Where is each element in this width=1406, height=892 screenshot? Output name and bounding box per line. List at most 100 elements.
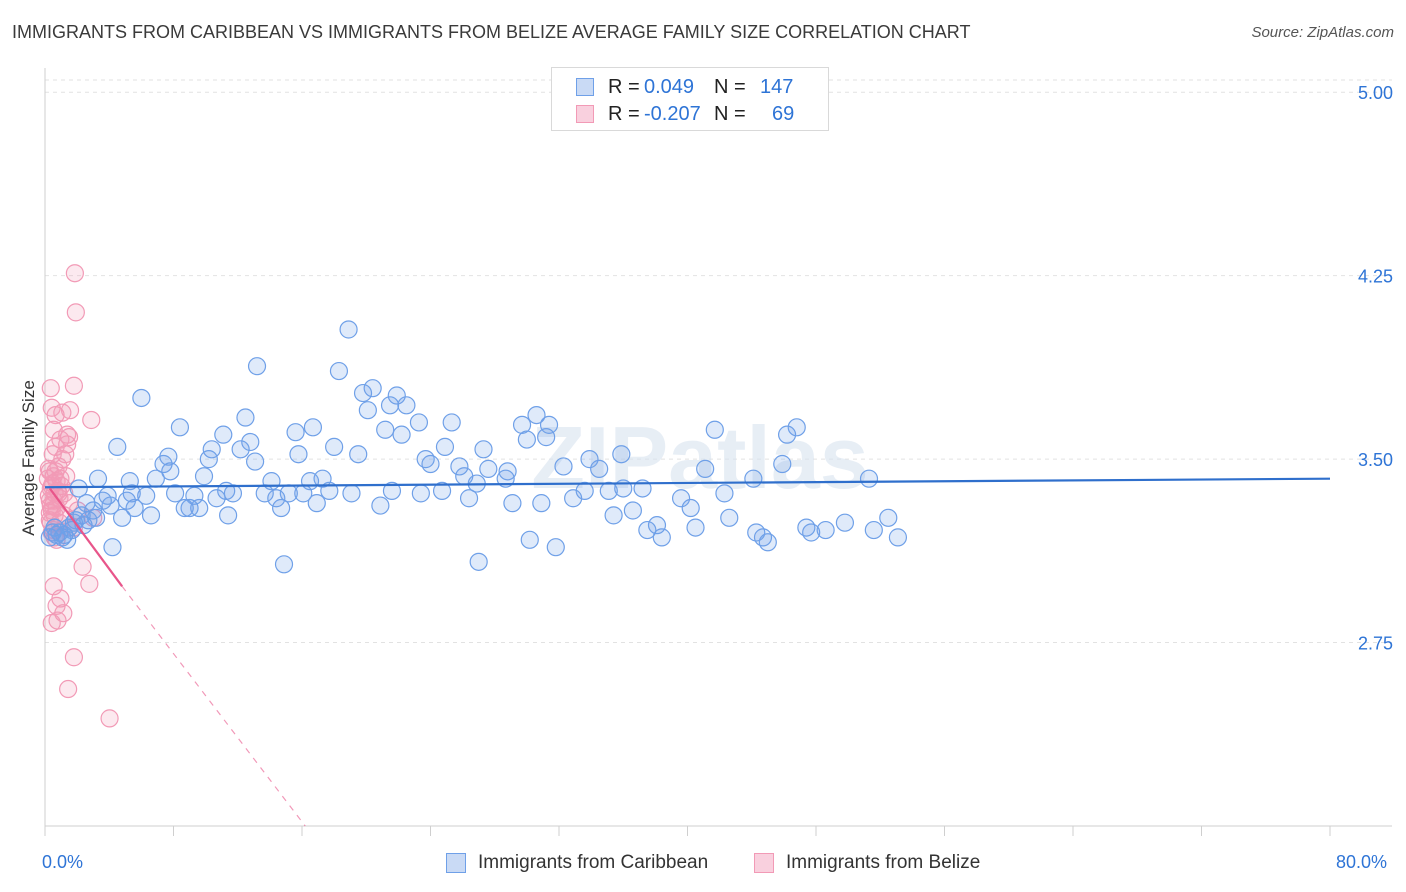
caribbean-point [84,501,103,520]
caribbean-point [859,469,879,488]
caribbean-point [387,386,406,405]
legend-swatch-belize [576,105,594,123]
chart-title: IMMIGRANTS FROM CARIBBEAN VS IMMIGRANTS … [12,22,971,42]
caribbean-point [320,481,339,501]
belize-point [44,420,63,439]
caribbean-point [382,481,402,501]
caribbean-point [397,396,416,415]
grid-lines [45,79,1392,644]
caribbean-point [141,506,161,525]
y-tick-label: 2.75 [1358,634,1393,654]
caribbean-trend-line [44,477,1331,489]
caribbean-point [380,396,400,415]
belize-point [80,574,99,593]
caribbean-point [681,498,700,518]
caribbean-point [103,538,122,557]
y-tick-label: 5.00 [1358,83,1393,103]
caribbean-point [223,484,243,503]
caribbean-point [758,533,777,552]
caribbean-point [231,440,250,459]
caribbean-point [503,494,522,513]
caribbean-point [219,506,238,525]
caribbean-point [329,361,349,381]
caribbean-point [580,450,599,469]
caribbean-point [671,489,691,508]
belize-point [100,709,119,728]
legend-row-caribbean: R = 0.049 N = 147 [576,74,793,100]
r-value: -0.207 [644,102,701,125]
bottom-legend-belize: Immigrants from Belize [754,852,980,874]
belize-point [66,303,85,322]
caribbean-point [392,425,411,444]
caribbean-point [590,459,609,478]
belize-point [58,425,77,444]
x-axis-max-label: 80.0% [1336,852,1388,872]
caribbean-point [652,528,671,547]
caribbean-point [720,508,739,527]
belize-point [59,428,79,447]
y-axis-label: Average Family Size [19,380,38,536]
caribbean-point [623,501,642,520]
caribbean-point [517,430,536,449]
n-value: 69 [772,102,795,125]
caribbean-point [245,452,265,471]
caribbean-point [864,520,883,540]
caribbean-point [532,494,551,513]
caribbean-point [459,489,479,508]
y-tick-label: 3.50 [1358,450,1393,470]
axes [44,68,1392,836]
bottom-legend-caribbean: Immigrants from Caribbean [446,852,708,874]
caribbean-point [604,506,623,525]
caribbean-point [190,498,209,518]
caribbean-point [816,520,835,540]
caribbean-point [236,408,255,427]
series-caribbean-points [40,320,908,574]
caribbean-point [202,440,221,459]
belize-trend-line [48,487,123,587]
caribbean-point [409,413,429,432]
caribbean-point [787,418,806,437]
caribbean-point [286,423,305,442]
legend-label-belize: Immigrants from Belize [786,852,981,873]
belize-point [56,445,75,464]
caribbean-point [112,508,132,527]
caribbean-point [879,508,898,527]
caribbean-point [435,437,455,456]
caribbean-point [802,523,821,542]
caribbean-point [696,459,715,478]
caribbean-point [496,469,515,488]
belize-point [39,459,58,478]
caribbean-point [161,462,180,481]
n-value: 147 [760,75,794,98]
r-value: 0.049 [644,75,695,98]
caribbean-point [349,445,368,464]
n-label: N = [714,75,746,98]
caribbean-point [744,469,763,488]
belize-point [48,611,67,630]
caribbean-point [612,445,631,464]
caribbean-point [274,555,294,574]
n-label: N = [714,102,746,125]
source-label: Source: ZipAtlas.com [1251,24,1394,41]
caribbean-point [170,418,190,437]
legend-row-belize: R = -0.207 N = 69 [576,101,794,127]
caribbean-point [262,472,281,491]
belize-point [41,379,60,398]
caribbean-point [638,520,657,540]
belize-point [82,410,101,430]
r-label: R = [608,75,640,98]
caribbean-point [888,528,908,547]
caribbean-point [777,425,797,444]
y-tick-label: 4.25 [1358,267,1393,287]
caribbean-point [498,462,517,481]
caribbean-point [307,494,326,513]
caribbean-point [512,415,532,434]
belize-point [65,264,84,283]
caribbean-point [376,420,395,439]
correlation-legend: R = 0.049 N = 147 R = -0.207 N = 69 [551,67,829,131]
caribbean-point [442,413,461,432]
caribbean-point [125,498,144,518]
caribbean-point [432,481,452,501]
caribbean-point [53,528,72,547]
caribbean-point [554,457,573,476]
